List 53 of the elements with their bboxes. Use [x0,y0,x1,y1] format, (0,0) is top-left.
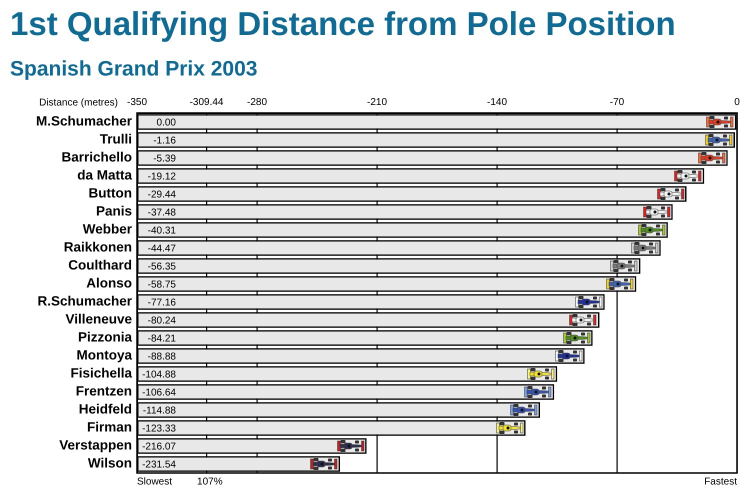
data-label: -29.44 [148,189,176,200]
data-label: -84.21 [148,333,176,344]
text: Slowest [137,476,172,488]
y-tick-label: Wilson [88,456,132,471]
y-tick-label: M.Schumacher [36,114,133,129]
data-label: -216.07 [142,441,176,452]
data-label: -106.64 [142,387,176,398]
x-tick-label: -309.44 [190,96,224,108]
y-tick-label: Button [88,186,132,201]
x-tick-label: -280 [246,96,268,108]
y-tick-label: Firman [86,420,132,435]
data-label: -40.31 [148,225,176,236]
y-tick-label: da Matta [77,168,132,183]
y-tick-label: Alonso [86,276,132,291]
x-tick-label: 0 [734,96,740,108]
y-tick-label: Frentzen [76,384,132,399]
data-label: -88.88 [148,351,176,362]
data-label: -5.39 [153,153,176,164]
data-label: -1.16 [153,135,176,146]
data-label: -77.16 [148,297,176,308]
x-tick-label: -350 [126,96,148,108]
y-tick-label: Coulthard [68,258,132,273]
y-tick-label: Montoya [76,348,132,363]
x-axis-title: Distance (metres) [39,98,118,108]
data-label: -80.24 [148,315,176,326]
text: 107% [197,476,223,488]
text: Fastest [704,476,738,488]
y-tick-label: Heidfeld [78,402,132,417]
data-label: 0.00 [156,117,176,128]
data-label: -56.35 [148,261,176,272]
y-tick-label: Verstappen [59,438,132,453]
y-tick-label: Raikkonen [64,240,132,255]
data-label: -123.33 [142,423,176,434]
data-label: -37.48 [148,207,176,218]
data-label: -19.12 [148,171,176,182]
data-label: -231.54 [142,459,176,470]
data-label: -114.88 [142,405,176,416]
chart-subtitle: Spanish Grand Prix 2003 [10,57,258,80]
y-tick-label: Trulli [100,132,132,147]
data-label: -104.88 [142,369,176,380]
y-tick-label: Fisichella [70,366,132,381]
chart-title: 1st Qualifying Distance from Pole Position [10,5,676,42]
y-tick-label: Webber [82,222,133,237]
y-tick-label: Villeneuve [65,312,132,327]
data-label: -58.75 [148,279,176,290]
data-label: -44.47 [148,243,176,254]
y-tick-label: Panis [96,204,132,219]
y-tick-label: Barrichello [61,150,132,165]
x-tick-label: -140 [486,96,508,108]
y-tick-label: Pizzonia [78,330,132,345]
x-tick-label: -70 [610,96,625,108]
y-tick-label: R.Schumacher [37,294,133,309]
x-tick-label: -210 [366,96,388,108]
